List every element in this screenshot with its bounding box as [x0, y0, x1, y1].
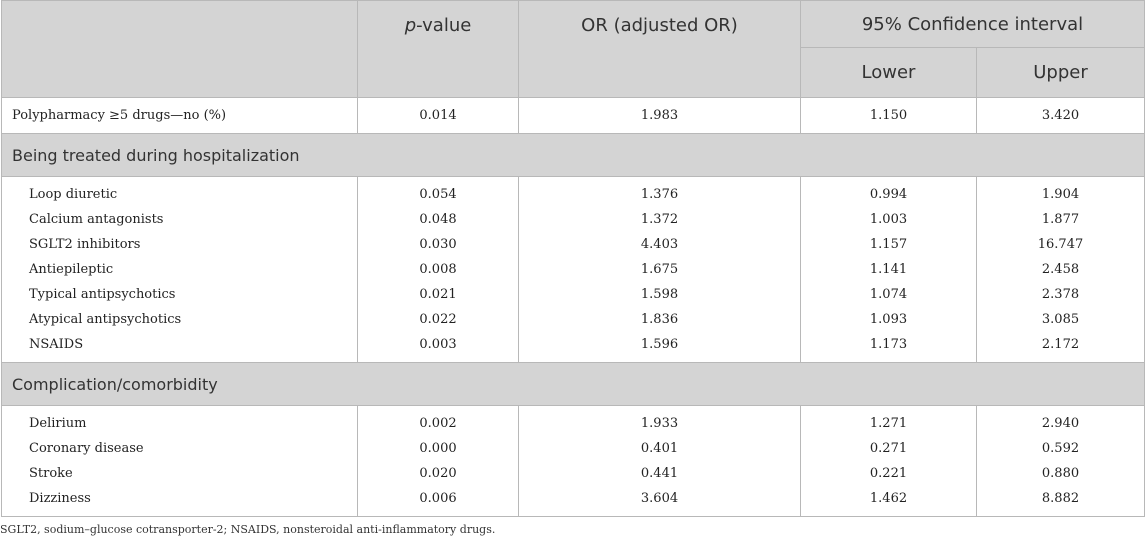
row-label: Loop diuretic [1, 176, 358, 207]
table-row: Stroke 0.020 0.441 0.221 0.880 [1, 461, 1145, 486]
table-header: p-value OR (adjusted OR) 95% Confidence … [1, 0, 1145, 98]
cell-odds-ratio: 0.441 [518, 461, 801, 486]
cell-odds-ratio: 1.675 [518, 257, 801, 282]
cell-upper: 8.882 [975, 486, 1145, 517]
header-upper: Upper [975, 47, 1145, 98]
cell-odds-ratio: 0.401 [518, 436, 801, 461]
table-body: Polypharmacy ≥5 drugs—no (%) 0.014 1.983… [0, 97, 1145, 517]
cell-p-value: 0.048 [357, 207, 519, 232]
table-row: SGLT2 inhibitors 0.030 4.403 1.157 16.74… [1, 232, 1145, 257]
cell-lower: 1.173 [800, 332, 977, 363]
cell-p-value: 0.000 [357, 436, 519, 461]
cell-upper: 0.592 [975, 436, 1145, 461]
table-row: Delirium 0.002 1.933 1.271 2.940 [1, 405, 1145, 436]
cell-p-value: 0.003 [357, 332, 519, 363]
row-label: Polypharmacy ≥5 drugs—no (%) [1, 97, 358, 134]
cell-upper: 2.458 [975, 257, 1145, 282]
section-row-hospitalization: Being treated during hospitalization [0, 133, 1145, 177]
cell-lower: 0.271 [800, 436, 977, 461]
section-title: Complication/comorbidity [0, 362, 1145, 406]
cell-odds-ratio: 1.983 [518, 97, 801, 134]
cell-lower: 1.093 [800, 307, 977, 332]
table-row: Antiepileptic 0.008 1.675 1.141 2.458 [1, 257, 1145, 282]
cell-lower: 1.157 [800, 232, 977, 257]
row-label: Calcium antagonists [1, 207, 358, 232]
table-row-polypharmacy: Polypharmacy ≥5 drugs—no (%) 0.014 1.983… [1, 97, 1145, 134]
cell-p-value: 0.006 [357, 486, 519, 517]
cell-upper: 0.880 [975, 461, 1145, 486]
row-label: Dizziness [1, 486, 358, 517]
results-table: p-value OR (adjusted OR) 95% Confidence … [0, 0, 1145, 517]
cell-lower: 1.150 [800, 97, 977, 134]
cell-p-value: 0.020 [357, 461, 519, 486]
header-label-column [1, 0, 358, 98]
cell-lower: 0.221 [800, 461, 977, 486]
cell-p-value: 0.022 [357, 307, 519, 332]
cell-odds-ratio: 4.403 [518, 232, 801, 257]
header-p-suffix: -value [416, 15, 472, 36]
cell-odds-ratio: 1.372 [518, 207, 801, 232]
cell-upper: 16.747 [975, 232, 1145, 257]
header-lower: Lower [800, 47, 977, 98]
section-row-comorbidity: Complication/comorbidity [0, 362, 1145, 406]
cell-lower: 0.994 [800, 176, 977, 207]
row-label: Atypical antipsychotics [1, 307, 358, 332]
header-odds-ratio: OR (adjusted OR) [518, 0, 801, 98]
row-label: Stroke [1, 461, 358, 486]
header-p-italic: p [404, 15, 417, 36]
header-p-value: p-value [357, 0, 519, 98]
cell-lower: 1.074 [800, 282, 977, 307]
table-row: Loop diuretic 0.054 1.376 0.994 1.904 [1, 176, 1145, 207]
cell-p-value: 0.002 [357, 405, 519, 436]
header-confidence-interval: 95% Confidence interval [799, 0, 1145, 48]
cell-odds-ratio: 1.376 [518, 176, 801, 207]
cell-odds-ratio: 1.933 [518, 405, 801, 436]
cell-lower: 1.003 [800, 207, 977, 232]
cell-upper: 3.085 [975, 307, 1145, 332]
cell-p-value: 0.014 [357, 97, 519, 134]
cell-upper: 3.420 [975, 97, 1145, 134]
row-label: Delirium [1, 405, 358, 436]
table-row: Coronary disease 0.000 0.401 0.271 0.592 [1, 436, 1145, 461]
cell-lower: 1.462 [800, 486, 977, 517]
table-row: Calcium antagonists 0.048 1.372 1.003 1.… [1, 207, 1145, 232]
cell-p-value: 0.054 [357, 176, 519, 207]
table-row: Dizziness 0.006 3.604 1.462 8.882 [1, 486, 1145, 517]
table-footnote: SGLT2, sodium–glucose cotransporter-2; N… [0, 523, 496, 536]
cell-odds-ratio: 3.604 [518, 486, 801, 517]
cell-odds-ratio: 1.836 [518, 307, 801, 332]
row-label: NSAIDS [1, 332, 358, 363]
cell-p-value: 0.021 [357, 282, 519, 307]
row-label: Antiepileptic [1, 257, 358, 282]
row-label: Coronary disease [1, 436, 358, 461]
cell-upper: 2.172 [975, 332, 1145, 363]
cell-lower: 1.271 [800, 405, 977, 436]
cell-lower: 1.141 [800, 257, 977, 282]
cell-odds-ratio: 1.596 [518, 332, 801, 363]
row-label: SGLT2 inhibitors [1, 232, 358, 257]
table-row: Typical antipsychotics 0.021 1.598 1.074… [1, 282, 1145, 307]
cell-upper: 2.940 [975, 405, 1145, 436]
cell-p-value: 0.008 [357, 257, 519, 282]
cell-upper: 2.378 [975, 282, 1145, 307]
row-label: Typical antipsychotics [1, 282, 358, 307]
cell-upper: 1.904 [975, 176, 1145, 207]
cell-odds-ratio: 1.598 [518, 282, 801, 307]
table-row: Atypical antipsychotics 0.022 1.836 1.09… [1, 307, 1145, 332]
cell-upper: 1.877 [975, 207, 1145, 232]
section-title: Being treated during hospitalization [0, 133, 1145, 177]
table-row: NSAIDS 0.003 1.596 1.173 2.172 [1, 332, 1145, 363]
cell-p-value: 0.030 [357, 232, 519, 257]
